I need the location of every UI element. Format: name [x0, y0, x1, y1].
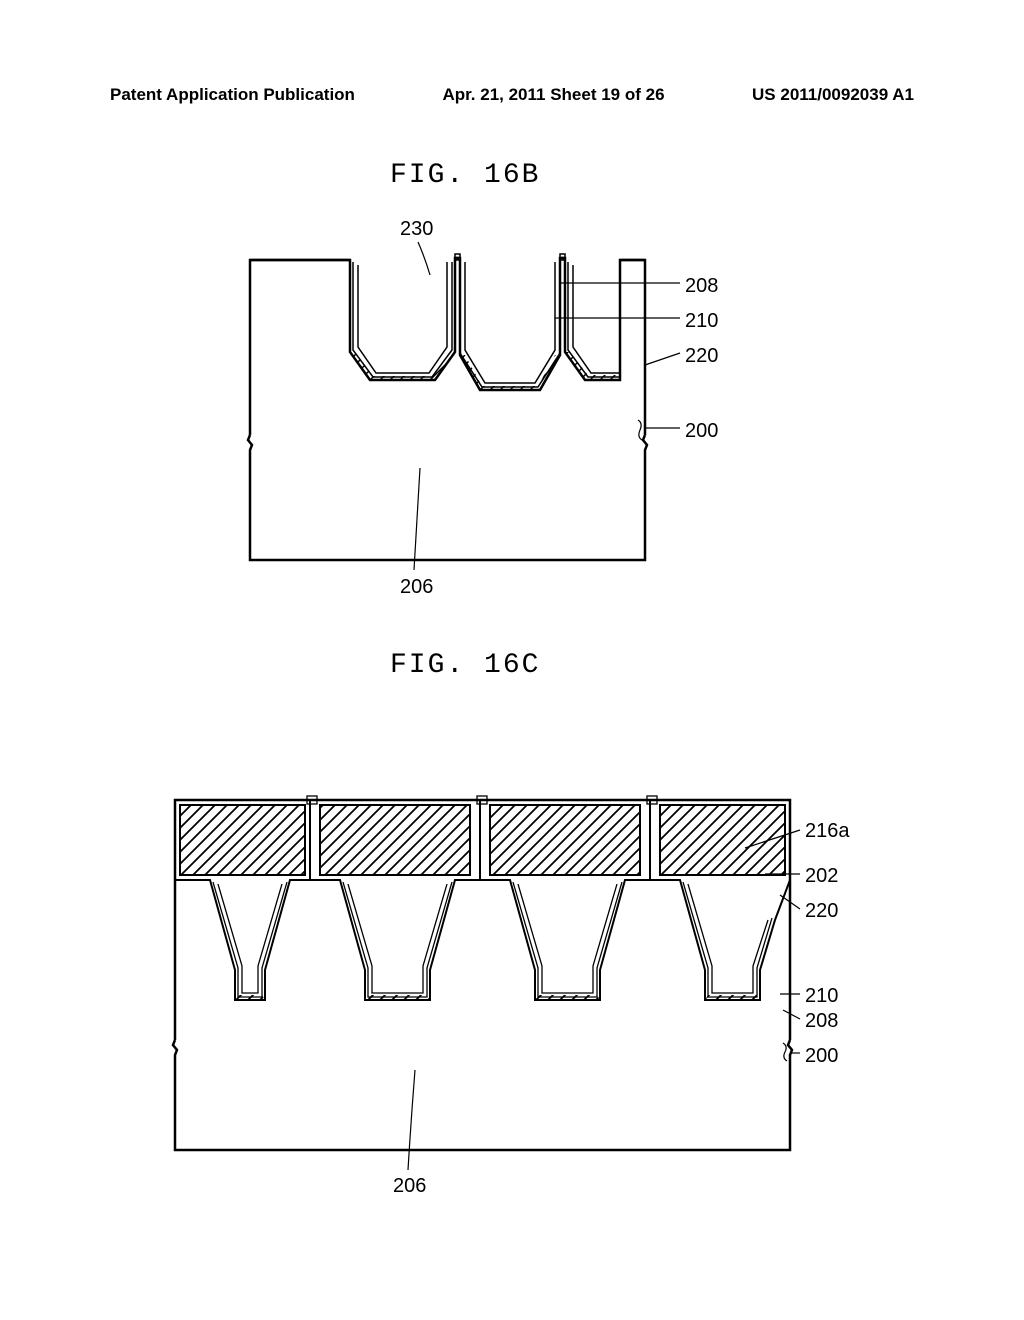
ref-216a: 216a [805, 820, 850, 843]
figure-16c-diagram [0, 0, 1024, 1320]
ref-210-c: 210 [805, 985, 838, 1008]
ref-208-c: 208 [805, 1010, 838, 1033]
ref-202: 202 [805, 865, 838, 888]
ref-220-c: 220 [805, 900, 838, 923]
ref-200-c: 200 [805, 1045, 838, 1068]
ref-206-c: 206 [393, 1175, 426, 1198]
